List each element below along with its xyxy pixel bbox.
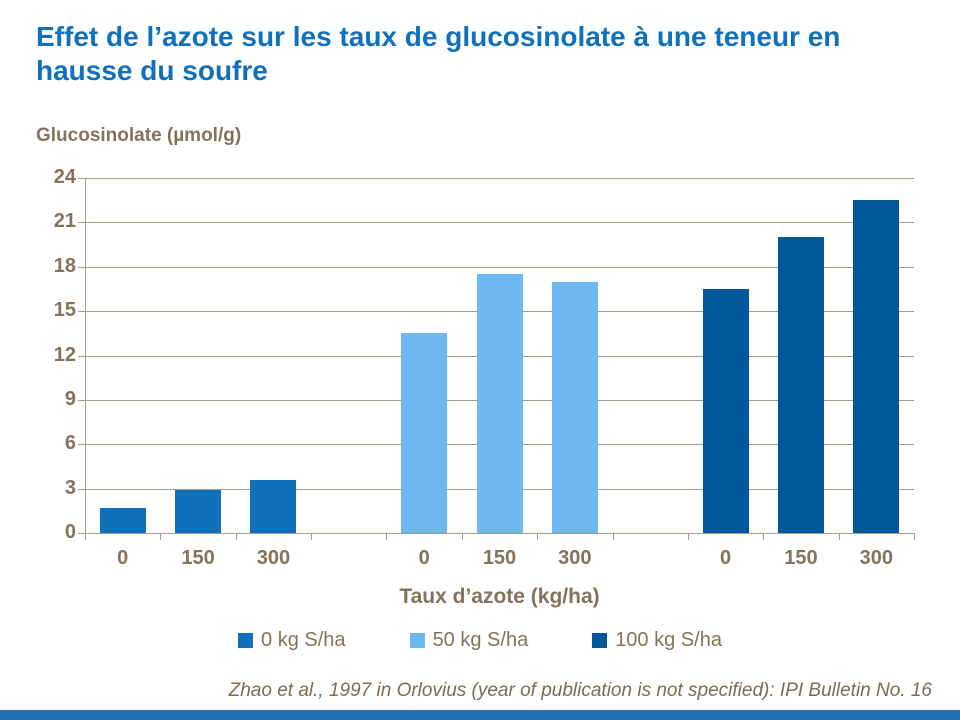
x-tick-10 [838, 534, 840, 540]
y-tick-label-9: 9 [64, 387, 76, 410]
y-tick-0 [78, 533, 85, 534]
bottom-accent-bar [0, 710, 960, 720]
x-tick-label-s1-c0: 0 [418, 547, 430, 569]
source-citation: Zhao et al., 1997 in Orlovius (year of p… [228, 680, 932, 701]
y-tick-12 [78, 355, 85, 357]
x-tick-11 [914, 534, 915, 540]
y-tick-label-12: 12 [53, 343, 76, 366]
y-tick-6 [78, 444, 85, 446]
bar-s0-c150 [175, 490, 222, 533]
bar-s2-c0 [702, 288, 749, 533]
y-axis-unit-label: Glucosinolate (µmol/g) [36, 125, 242, 146]
x-tick-8 [687, 534, 689, 540]
legend-swatch-0kg [238, 633, 254, 648]
x-tick-label-s1-c150: 150 [482, 547, 517, 569]
y-tick-label-18: 18 [53, 254, 76, 277]
x-tick-4 [386, 534, 388, 540]
x-tick-label-s2-c0: 0 [720, 547, 732, 569]
legend: 0 kg S/ha 50 kg S/ha 100 kg S/ha [0, 629, 960, 652]
legend-item-0kg: 0 kg S/ha [238, 629, 346, 652]
bar-chart-plot-area [85, 178, 915, 534]
gridline-21 [86, 222, 914, 224]
legend-label-0kg: 0 kg S/ha [261, 629, 346, 651]
bar-s2-c300 [853, 200, 900, 533]
x-axis-title: Taux d’azote (kg/ha) [399, 585, 600, 608]
x-tick-9 [763, 534, 765, 540]
y-tick-label-15: 15 [53, 299, 76, 322]
x-tick-1 [160, 534, 162, 540]
bar-s0-c0 [99, 507, 146, 533]
x-tick-label-s0-c0: 0 [117, 547, 129, 569]
x-tick-3 [311, 534, 313, 540]
y-tick-21 [78, 222, 85, 224]
x-tick-0 [85, 534, 86, 540]
y-tick-15 [78, 311, 85, 313]
y-tick-9 [78, 399, 85, 401]
x-tick-label-s1-c300: 300 [558, 547, 592, 569]
y-tick-label-0: 0 [64, 521, 76, 543]
y-tick-label-21: 21 [53, 210, 76, 233]
y-tick-18 [78, 266, 85, 268]
x-tick-label-s2-c300: 300 [859, 547, 893, 569]
y-tick-24 [78, 178, 85, 179]
legend-label-100kg: 100 kg S/ha [615, 629, 722, 651]
bar-s2-c150 [777, 237, 824, 533]
y-tick-label-24: 24 [53, 166, 76, 188]
y-tick-label-6: 6 [64, 432, 76, 455]
y-tick-3 [78, 488, 85, 490]
x-tick-2 [235, 534, 237, 540]
bar-s1-c300 [551, 281, 598, 533]
legend-swatch-50kg [409, 633, 425, 648]
legend-swatch-100kg [592, 633, 608, 648]
legend-label-50kg: 50 kg S/ha [432, 629, 529, 651]
x-tick-label-s0-c150: 150 [181, 547, 215, 569]
bar-s1-c150 [476, 274, 523, 533]
gridline-24 [86, 178, 914, 179]
bar-s1-c0 [401, 333, 448, 533]
x-tick-label-s0-c300: 300 [256, 547, 291, 569]
x-tick-5 [461, 534, 463, 540]
y-tick-label-3: 3 [64, 476, 76, 499]
chart-title: Effet de l’azote sur les taux de glucosi… [36, 21, 841, 87]
bar-s0-c300 [250, 479, 297, 533]
x-tick-6 [537, 534, 539, 540]
x-tick-7 [612, 534, 614, 540]
legend-item-50kg: 50 kg S/ha [409, 629, 529, 652]
x-tick-label-s2-c150: 150 [784, 547, 818, 569]
gridline-18 [86, 266, 914, 268]
legend-item-100kg: 100 kg S/ha [592, 629, 722, 652]
